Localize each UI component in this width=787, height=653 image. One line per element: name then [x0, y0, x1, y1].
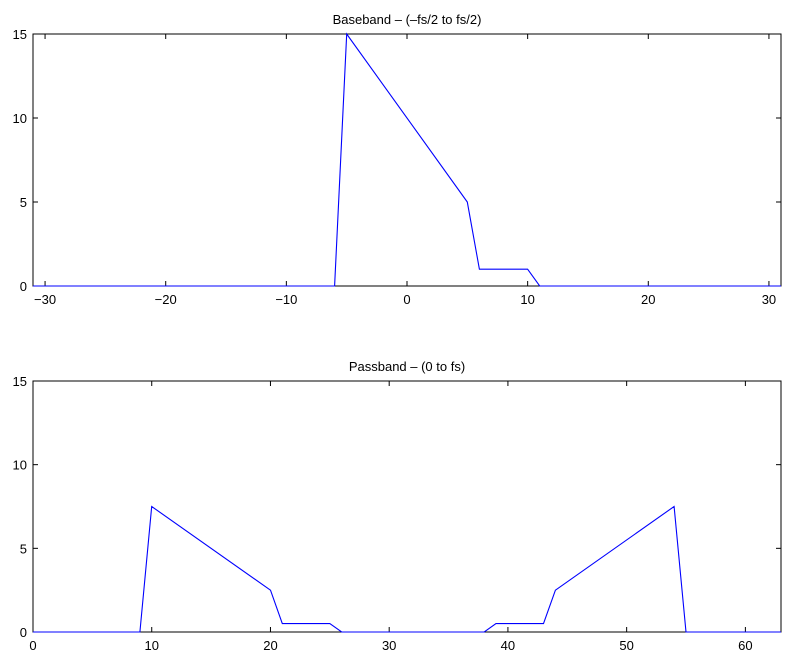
baseband-x-tick-label: 0: [403, 292, 410, 307]
passband-x-tick-label: 50: [619, 638, 633, 653]
baseband-y-tick-label: 15: [13, 27, 27, 42]
passband-x-tick-label: 10: [144, 638, 158, 653]
passband-plot-frame: [32, 380, 782, 633]
passband-y-tick-label: 15: [13, 374, 27, 389]
baseband-y-tick-label: 5: [20, 195, 27, 210]
passband-spectrum-line: [33, 505, 781, 633]
passband-y-tick-label: 10: [13, 458, 27, 473]
baseband-title: Baseband – (–fs/2 to fs/2): [333, 12, 482, 27]
baseband-x-tick-label: 30: [762, 292, 776, 307]
baseband-plot-frame: [32, 33, 782, 287]
passband-x-tick-label: 40: [501, 638, 515, 653]
baseband-spectrum-line: [33, 32, 781, 287]
baseband-y-ticks: 0 5 10 15: [13, 27, 781, 294]
baseband-y-tick-label: 10: [13, 111, 27, 126]
baseband-axes: Baseband – (–fs/2 to fs/2) −30 −20 −10 0 10 2…: [13, 12, 782, 307]
passband-y-tick-label: 0: [20, 625, 27, 640]
baseband-x-tick-label: 20: [641, 292, 655, 307]
passband-x-tick-label: 30: [382, 638, 396, 653]
passband-x-tick-label: 0: [29, 638, 36, 653]
passband-x-ticks: 0 10 20 30 40 50 60: [29, 381, 753, 653]
baseband-x-ticks: −30 −20 −10 0 10 20 30: [34, 34, 776, 307]
passband-y-ticks: 0 5 10 15: [13, 374, 781, 640]
baseband-x-tick-label: −20: [155, 292, 177, 307]
passband-y-tick-label: 5: [20, 541, 27, 556]
baseband-y-tick-label: 0: [20, 279, 27, 294]
passband-x-tick-label: 60: [738, 638, 752, 653]
baseband-x-tick-label: −10: [275, 292, 297, 307]
passband-title: Passband – (0 to fs): [349, 359, 465, 374]
passband-x-tick-label: 20: [263, 638, 277, 653]
baseband-x-tick-label: −30: [34, 292, 56, 307]
passband-axes: Passband – (0 to fs) 0 10 20 30 40 50 60 0 5 10 1…: [13, 359, 782, 653]
baseband-x-tick-label: 10: [520, 292, 534, 307]
